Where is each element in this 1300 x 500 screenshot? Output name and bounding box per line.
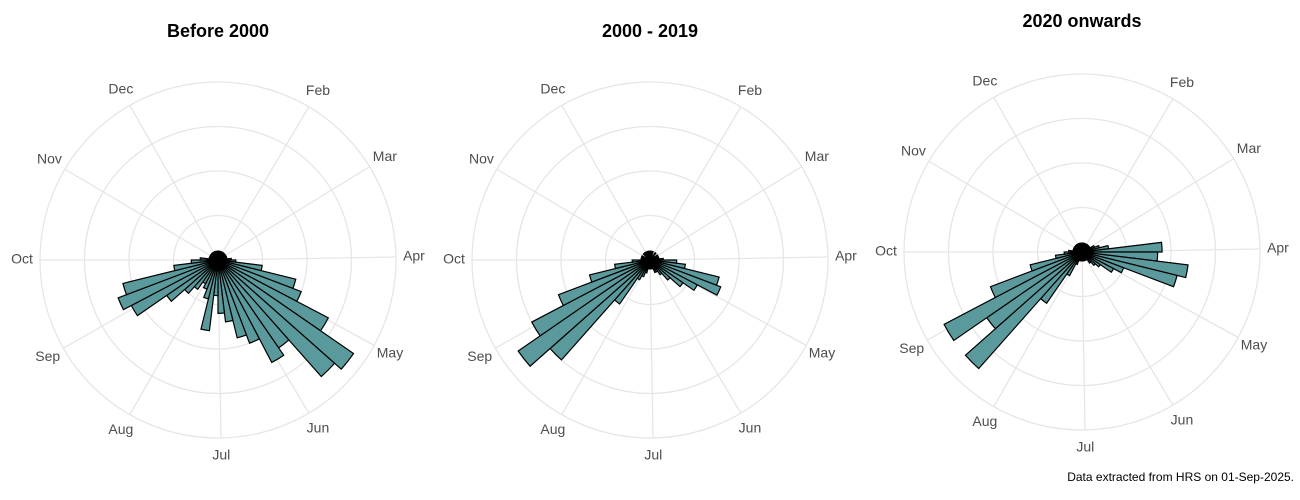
month-label: Mar: [373, 148, 397, 164]
month-label: Jun: [307, 419, 330, 435]
month-label: May: [809, 345, 835, 361]
bar: [648, 250, 651, 261]
bar: [588, 259, 651, 283]
month-label: Oct: [443, 251, 465, 267]
grid-spoke: [1081, 158, 1234, 253]
grid-spoke: [496, 168, 651, 261]
month-label: Jun: [739, 419, 762, 435]
month-label: Mar: [805, 148, 829, 164]
month-label: Feb: [1170, 74, 1194, 90]
month-label: May: [1241, 337, 1267, 353]
grid-spoke: [649, 106, 742, 261]
month-label: Apr: [403, 247, 425, 263]
month-label: Jun: [1171, 411, 1194, 427]
panel-title: 2000 - 2019: [602, 21, 698, 41]
bar: [943, 251, 1083, 342]
grid-spoke: [649, 259, 654, 438]
bar: [216, 250, 219, 261]
bar: [1054, 251, 1083, 260]
panel-title: Before 2000: [167, 21, 269, 41]
bar: [530, 259, 651, 337]
month-label: Dec: [108, 80, 133, 96]
bar: [173, 259, 219, 272]
bar: [217, 259, 285, 364]
month-label: Oct: [875, 243, 897, 259]
grid-spoke: [1081, 251, 1174, 406]
bar: [122, 259, 219, 296]
grid-spoke: [1081, 251, 1086, 430]
month-label: May: [377, 345, 403, 361]
month-label: Sep: [899, 340, 924, 356]
grid-spoke: [561, 259, 651, 415]
month-label: Feb: [306, 82, 330, 98]
bar: [117, 259, 219, 311]
month-label: Apr: [1267, 239, 1289, 255]
bar: [190, 259, 219, 264]
bar: [557, 259, 651, 307]
month-label: Nov: [37, 151, 62, 167]
bar: [217, 259, 261, 344]
month-label: Jul: [1076, 439, 1094, 455]
month-label: Dec: [972, 72, 997, 88]
month-label: Jul: [644, 447, 662, 463]
bar: [989, 251, 1083, 299]
grid-spoke: [217, 106, 310, 261]
grid-spoke: [993, 97, 1083, 253]
bar: [964, 251, 1083, 370]
month-label: Feb: [738, 82, 762, 98]
grid-spoke: [129, 105, 219, 261]
grid-spoke: [64, 168, 219, 261]
month-label: Nov: [901, 143, 926, 159]
month-label: Dec: [540, 80, 565, 96]
grid-spoke: [129, 259, 219, 415]
bar: [1080, 242, 1083, 253]
caption: Data extracted from HRS on 01-Sep-2025.: [1067, 470, 1294, 484]
month-label: Sep: [467, 348, 492, 364]
bar: [517, 259, 651, 368]
month-label: Sep: [35, 348, 60, 364]
month-label: Aug: [540, 421, 565, 437]
month-label: Aug: [108, 421, 133, 437]
bar: [217, 259, 234, 323]
bar: [1081, 241, 1163, 253]
month-label: Apr: [835, 247, 857, 263]
grid-spoke: [649, 166, 802, 261]
bar: [217, 259, 336, 378]
month-label: Aug: [972, 413, 997, 429]
month-label: Nov: [469, 151, 494, 167]
grid-spoke: [217, 166, 370, 261]
grid-spoke: [993, 251, 1083, 407]
bar: [1029, 251, 1083, 272]
grid-spoke: [561, 105, 651, 261]
bar: [217, 259, 226, 315]
grid-spoke: [928, 160, 1083, 253]
panel-title: 2020 onwards: [1022, 11, 1141, 31]
month-label: Jul: [212, 447, 230, 463]
grid-spoke: [649, 256, 828, 261]
month-label: Oct: [11, 251, 33, 267]
grid-spoke: [217, 256, 396, 261]
bar: [217, 259, 355, 371]
bar: [613, 259, 651, 270]
bar: [217, 259, 248, 339]
grid-spoke: [649, 259, 742, 414]
grid-spoke: [1081, 98, 1174, 253]
month-label: Mar: [1237, 140, 1261, 156]
